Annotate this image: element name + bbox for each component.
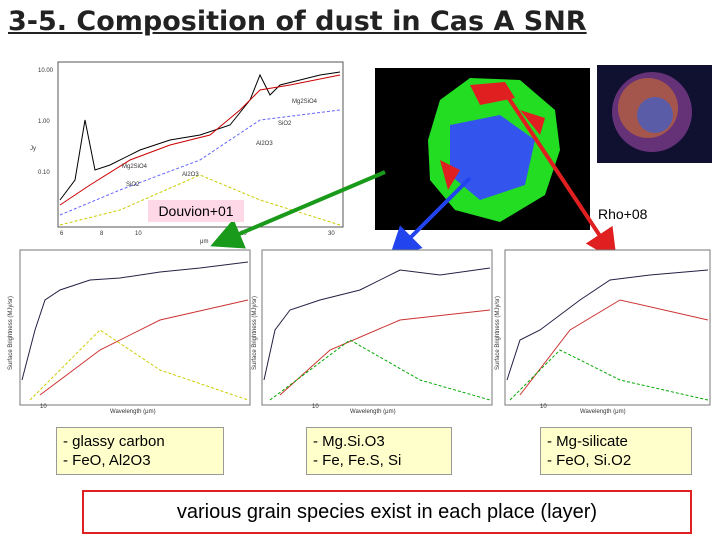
plot-label: SiO2 <box>278 121 292 127</box>
arrow <box>388 176 472 260</box>
text-box: - glassy carbon - FeO, Al2O3 <box>56 427 224 475</box>
slide-title: 3-5. Composition of dust in Cas A SNR <box>8 6 587 37</box>
y-axis-label: Surface Brightness (MJy/sr) <box>495 296 501 370</box>
conclusion: various grain species exist in each plac… <box>82 490 692 534</box>
text-box: - Mg-silicate - FeO, Si.O2 <box>540 427 692 475</box>
plot-label: Al2O3 <box>182 172 199 178</box>
box-line: - Mg-silicate <box>547 433 628 450</box>
y-axis-label: Surface Brightness (MJy/sr) <box>8 296 14 370</box>
x-axis-label: μm <box>200 239 208 245</box>
x-axis-label: Wavelength (μm) <box>580 409 626 415</box>
box-line: - FeO, Si.O2 <box>547 452 632 469</box>
x-tick-label: 10 <box>135 231 142 237</box>
y-tick-label: 10.00 <box>38 68 54 74</box>
box-line: - FeO, Al2O3 <box>63 452 151 469</box>
plot-label: Mg2SiO4 <box>122 164 148 170</box>
y-tick-label: 0.10 <box>38 170 50 176</box>
text-box: - Mg.Si.O3 - Fe, Fe.S, Si <box>306 427 452 475</box>
arrow <box>210 170 386 249</box>
reference-label: Douvion+01 <box>148 200 244 222</box>
arrow <box>498 83 617 262</box>
x-tick-label: 10 <box>40 404 47 410</box>
plot-label: SiO2 <box>126 182 140 188</box>
top-spectrum: Mg2SiO4 SiO2 Al2O3 Mg2SiO4 SiO2 Al2O3 10… <box>30 61 344 245</box>
x-tick-label: 6 <box>60 231 64 237</box>
x-tick-label: 8 <box>100 231 104 237</box>
box-line: - Fe, Fe.S, Si <box>313 452 402 469</box>
x-tick-label: 10 <box>312 404 319 410</box>
box-line: - glassy carbon <box>63 433 165 450</box>
x-axis-label: Wavelength (μm) <box>350 409 396 415</box>
y-axis-label: Surface Brightness (MJy/sr) <box>252 296 258 370</box>
x-axis-label: Wavelength (μm) <box>110 409 156 415</box>
reference-label: Rho+08 <box>598 206 648 222</box>
bottom-spectra: Wavelength (μm) Wavelength (μm) Waveleng… <box>8 249 711 415</box>
cas-a-image <box>597 65 712 163</box>
x-tick-label: 10 <box>540 404 547 410</box>
plot-label: Al2O3 <box>256 141 273 147</box>
y-tick-label: 1.00 <box>38 119 50 125</box>
box-line: - Mg.Si.O3 <box>313 433 385 450</box>
y-axis-label: Jy <box>30 146 36 152</box>
plot-label: Mg2SiO4 <box>292 99 318 105</box>
dust-map <box>375 68 590 230</box>
x-tick-label: 30 <box>328 231 335 237</box>
